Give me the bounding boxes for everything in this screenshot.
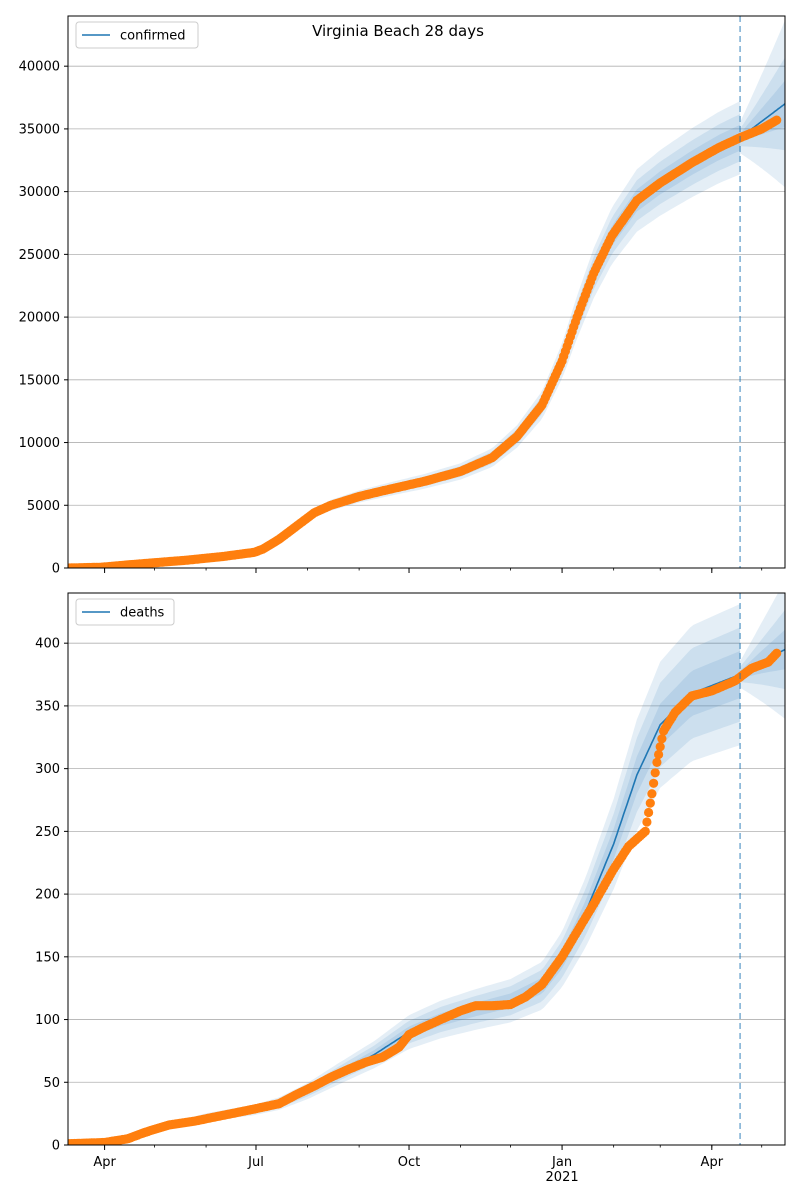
confidence-band xyxy=(68,651,741,1145)
observed-point xyxy=(642,817,652,827)
forecast-band xyxy=(740,20,785,188)
y-tick-label: 100 xyxy=(35,1013,60,1028)
y-tick-label: 200 xyxy=(35,888,60,903)
panel-deaths: 0 50 100 150 200 250 300 350 400 Apr Jul Oct Jan2021… xyxy=(35,592,786,1185)
y-tick-label: 30000 xyxy=(19,185,60,200)
y-tick-label: 40000 xyxy=(19,60,60,75)
x-tick-label: Jan xyxy=(551,1155,572,1170)
y-tick-label: 5000 xyxy=(27,499,60,514)
observed-point xyxy=(772,648,782,658)
legend: confirmed xyxy=(75,21,199,49)
x-tick-label: Oct xyxy=(398,1155,420,1170)
y-tick-label: 25000 xyxy=(19,248,60,263)
observed-point xyxy=(652,757,662,768)
observed-point xyxy=(650,768,660,778)
y-tick-label: 250 xyxy=(35,825,60,840)
x-tick-label: Apr xyxy=(93,1155,116,1170)
uncertainty-bands xyxy=(68,593,785,1145)
y-tick-label: 35000 xyxy=(19,122,60,137)
y-tick-label: 150 xyxy=(35,950,60,965)
y-tick-label: 400 xyxy=(35,637,60,652)
x-tick-label: Apr xyxy=(701,1155,724,1170)
panel-confirmed: 0 5000 10000 15000 20000 25000 30000 35000 40000… xyxy=(19,15,786,577)
y-tick-label: 350 xyxy=(35,699,60,714)
observed-point xyxy=(657,734,667,744)
observed-series xyxy=(68,115,782,568)
figure-title: Virginia Beach 28 days xyxy=(312,22,484,40)
x-tick-label: Jul xyxy=(247,1155,264,1170)
y-tick-label: 300 xyxy=(35,762,60,777)
legend-label: confirmed xyxy=(120,29,186,44)
y-tick-label: 15000 xyxy=(19,373,60,388)
confidence-band xyxy=(68,604,741,1145)
observed-point xyxy=(654,749,664,760)
y-tick-label: 20000 xyxy=(19,311,60,326)
observed-point xyxy=(644,807,654,818)
confidence-band xyxy=(68,114,741,568)
legend-box xyxy=(75,21,199,49)
confidence-band xyxy=(68,124,741,568)
plot-frame xyxy=(67,592,786,1146)
forecast-band xyxy=(740,593,785,719)
y-tick-label: 0 xyxy=(52,1139,60,1154)
y-tick-label: 10000 xyxy=(19,436,60,451)
observed-point xyxy=(640,826,650,837)
legend-label: deaths xyxy=(120,606,165,621)
legend: deaths xyxy=(75,598,175,626)
uncertainty-bands xyxy=(68,20,785,568)
observed-point xyxy=(647,789,657,799)
observed-point xyxy=(772,115,782,125)
y-tick-label: 0 xyxy=(52,562,60,577)
observed-series xyxy=(68,648,782,1145)
observed-point xyxy=(649,778,659,788)
plot-frame xyxy=(67,15,786,569)
x-tick-sublabel: 2021 xyxy=(546,1170,579,1185)
confidence-band xyxy=(68,101,741,568)
confidence-band xyxy=(68,627,741,1145)
legend-box xyxy=(75,598,175,626)
observed-point xyxy=(645,798,655,808)
observed-point xyxy=(655,742,665,752)
y-tick-label: 50 xyxy=(43,1076,60,1091)
